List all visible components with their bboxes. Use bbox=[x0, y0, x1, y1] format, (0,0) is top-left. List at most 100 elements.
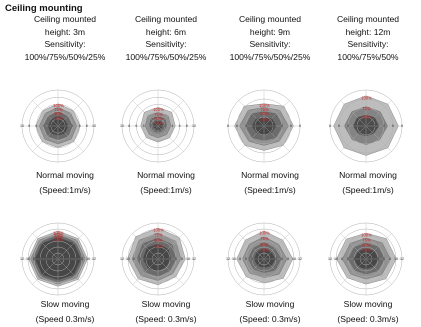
radial-spoke bbox=[263, 258, 290, 285]
sensitivity-label: 50% bbox=[260, 111, 269, 116]
axis-tick-label: 2 bbox=[164, 124, 166, 128]
axis-tick-label: 6 bbox=[39, 257, 41, 261]
axis-tick-label: 8 bbox=[287, 257, 289, 261]
axis-tick-label: 4 bbox=[353, 257, 355, 261]
axis-tick-label: 0 bbox=[263, 124, 265, 128]
caption-line: (Speed: 0.3m/s) bbox=[135, 314, 197, 324]
caption-line: Slow moving bbox=[343, 299, 393, 309]
axis-tick-label: 2 bbox=[51, 257, 53, 261]
radial-spoke bbox=[157, 233, 184, 260]
sensitivity-label: 100% bbox=[153, 107, 164, 112]
axis-tick-label: 10 bbox=[126, 257, 130, 261]
axis-tick-label: 10 bbox=[334, 257, 338, 261]
header-line: Sensitivity: bbox=[145, 39, 187, 50]
sensitivity-label: 100% bbox=[53, 103, 64, 108]
axis-tick-label: 2 bbox=[371, 257, 373, 261]
radial-spoke bbox=[132, 233, 159, 260]
axis-tick-label: 2 bbox=[64, 124, 66, 128]
caption-line: Slow moving bbox=[245, 299, 295, 309]
caption-slow-9m: Slow moving (Speed: 0.3m/s) bbox=[218, 297, 322, 327]
axis-tick-label: 6 bbox=[35, 124, 37, 128]
sensitivity-label: 75% bbox=[260, 107, 269, 112]
axis-tick-label: 8 bbox=[181, 257, 183, 261]
axis-tick-label: 10 bbox=[394, 257, 398, 261]
radial-spoke bbox=[340, 100, 367, 127]
sensitivity-label: 50% bbox=[54, 235, 63, 240]
sensitivity-label: 25% bbox=[260, 248, 269, 253]
header-line: height: 6m bbox=[145, 26, 187, 37]
column-header-6m: Ceiling mounted height: 6m Sensitivity: … bbox=[114, 13, 218, 63]
radial-spoke bbox=[32, 258, 59, 285]
axis-tick-label: 0 bbox=[365, 257, 367, 261]
axis-tick-label: 6 bbox=[290, 124, 292, 128]
caption-normal-6m: Normal moving (Speed:1m/s) bbox=[114, 168, 218, 198]
axis-tick-label: 6 bbox=[179, 124, 181, 128]
caption-line: Normal moving bbox=[241, 170, 299, 180]
axis-tick-label: 10 bbox=[232, 257, 236, 261]
axis-tick-label: 2 bbox=[63, 257, 65, 261]
radial-spoke bbox=[263, 100, 290, 127]
radial-spoke bbox=[263, 125, 290, 152]
radar-plot-normal-9m: 8 6 4 2 0 2 4 6 8 100%75%50%25% bbox=[227, 89, 301, 163]
radial-spoke bbox=[57, 100, 84, 127]
column-header-12m: Ceiling mounted height: 12m Sensitivity:… bbox=[316, 13, 420, 63]
axis-tick-label: 2 bbox=[150, 124, 152, 128]
radar-plot-normal-12m: 8 6 4 2 0 2 4 6 8 100% 75% 50% bbox=[329, 89, 403, 163]
caption-line: (Speed:1m/s) bbox=[140, 185, 192, 195]
axis-tick-label: 2 bbox=[356, 124, 358, 128]
header-line: height: 9m bbox=[249, 26, 291, 37]
axis-tick-label: 8 bbox=[299, 124, 301, 128]
axis-tick-label: 4 bbox=[383, 124, 385, 128]
axis-tick-label: 6 bbox=[139, 257, 141, 261]
sensitivity-label: 25% bbox=[154, 120, 163, 125]
caption-line: Normal moving bbox=[137, 170, 195, 180]
axis-tick-label: 4 bbox=[69, 257, 71, 261]
header-line: 100%/75%/50%/25% bbox=[125, 51, 207, 62]
axis-tick-label: 6 bbox=[236, 124, 238, 128]
column-header-9m: Ceiling mounted height: 9m Sensitivity: … bbox=[218, 13, 322, 63]
axis-tick-label: 4 bbox=[171, 124, 173, 128]
axis-tick-label: 8 bbox=[128, 124, 130, 128]
radial-spoke bbox=[32, 100, 59, 127]
axis-tick-label: 10 bbox=[192, 124, 196, 128]
axis-tick-label: 2 bbox=[163, 257, 165, 261]
axis-tick-label: 10 bbox=[86, 257, 90, 261]
axis-tick-label: 2 bbox=[272, 124, 274, 128]
axis-tick-label: 8 bbox=[33, 257, 35, 261]
sensitivity-label: 100% bbox=[361, 233, 372, 238]
axis-tick-label: 8 bbox=[81, 257, 83, 261]
radar-plot-normal-6m: 10 8 6 4 2 0 2 4 6 8 10 100%75%50%25% bbox=[120, 89, 196, 163]
radial-spoke bbox=[365, 258, 392, 285]
caption-line: (Speed 0.3m/s) bbox=[35, 314, 95, 324]
radial-spoke bbox=[365, 100, 392, 127]
caption-slow-12m: Slow moving (Speed: 0.3m/s) bbox=[316, 297, 420, 327]
caption-line: Normal moving bbox=[339, 170, 397, 180]
axis-tick-label: 6 bbox=[79, 124, 81, 128]
axis-tick-label: 10 bbox=[120, 124, 124, 128]
caption-line: (Speed:1m/s) bbox=[244, 185, 296, 195]
axis-tick-label: 2 bbox=[257, 257, 259, 261]
axis-tick-label: 2 bbox=[254, 124, 256, 128]
sensitivity-label: 75% bbox=[54, 233, 63, 238]
axis-tick-label: 4 bbox=[169, 257, 171, 261]
radar-plot-normal-3m: 10 8 6 4 2 0 2 4 6 8 10 100%75%50%25% bbox=[20, 89, 96, 163]
axis-tick-label: 4 bbox=[45, 257, 47, 261]
axis-tick-label: 0 bbox=[57, 257, 59, 261]
axis-tick-label: 0 bbox=[365, 124, 367, 128]
axis-tick-label: 12 bbox=[192, 257, 196, 261]
axis-tick-label: 10 bbox=[26, 257, 30, 261]
sensitivity-label: 25% bbox=[154, 243, 163, 248]
sensitivity-label: 50% bbox=[362, 115, 371, 120]
caption-normal-3m: Normal moving (Speed:1m/s) bbox=[13, 168, 117, 198]
axis-tick-label: 6 bbox=[281, 257, 283, 261]
radial-spoke bbox=[238, 233, 265, 260]
axis-tick-label: 6 bbox=[75, 257, 77, 261]
caption-line: (Speed: 0.3m/s) bbox=[337, 314, 399, 324]
sensitivity-label: 75% bbox=[362, 238, 371, 243]
axis-tick-label: 0 bbox=[157, 124, 159, 128]
header-line: Sensitivity: bbox=[249, 39, 291, 50]
radial-spoke bbox=[132, 100, 159, 127]
axis-tick-label: 4 bbox=[251, 257, 253, 261]
page-title: Ceiling mounting bbox=[5, 3, 83, 14]
